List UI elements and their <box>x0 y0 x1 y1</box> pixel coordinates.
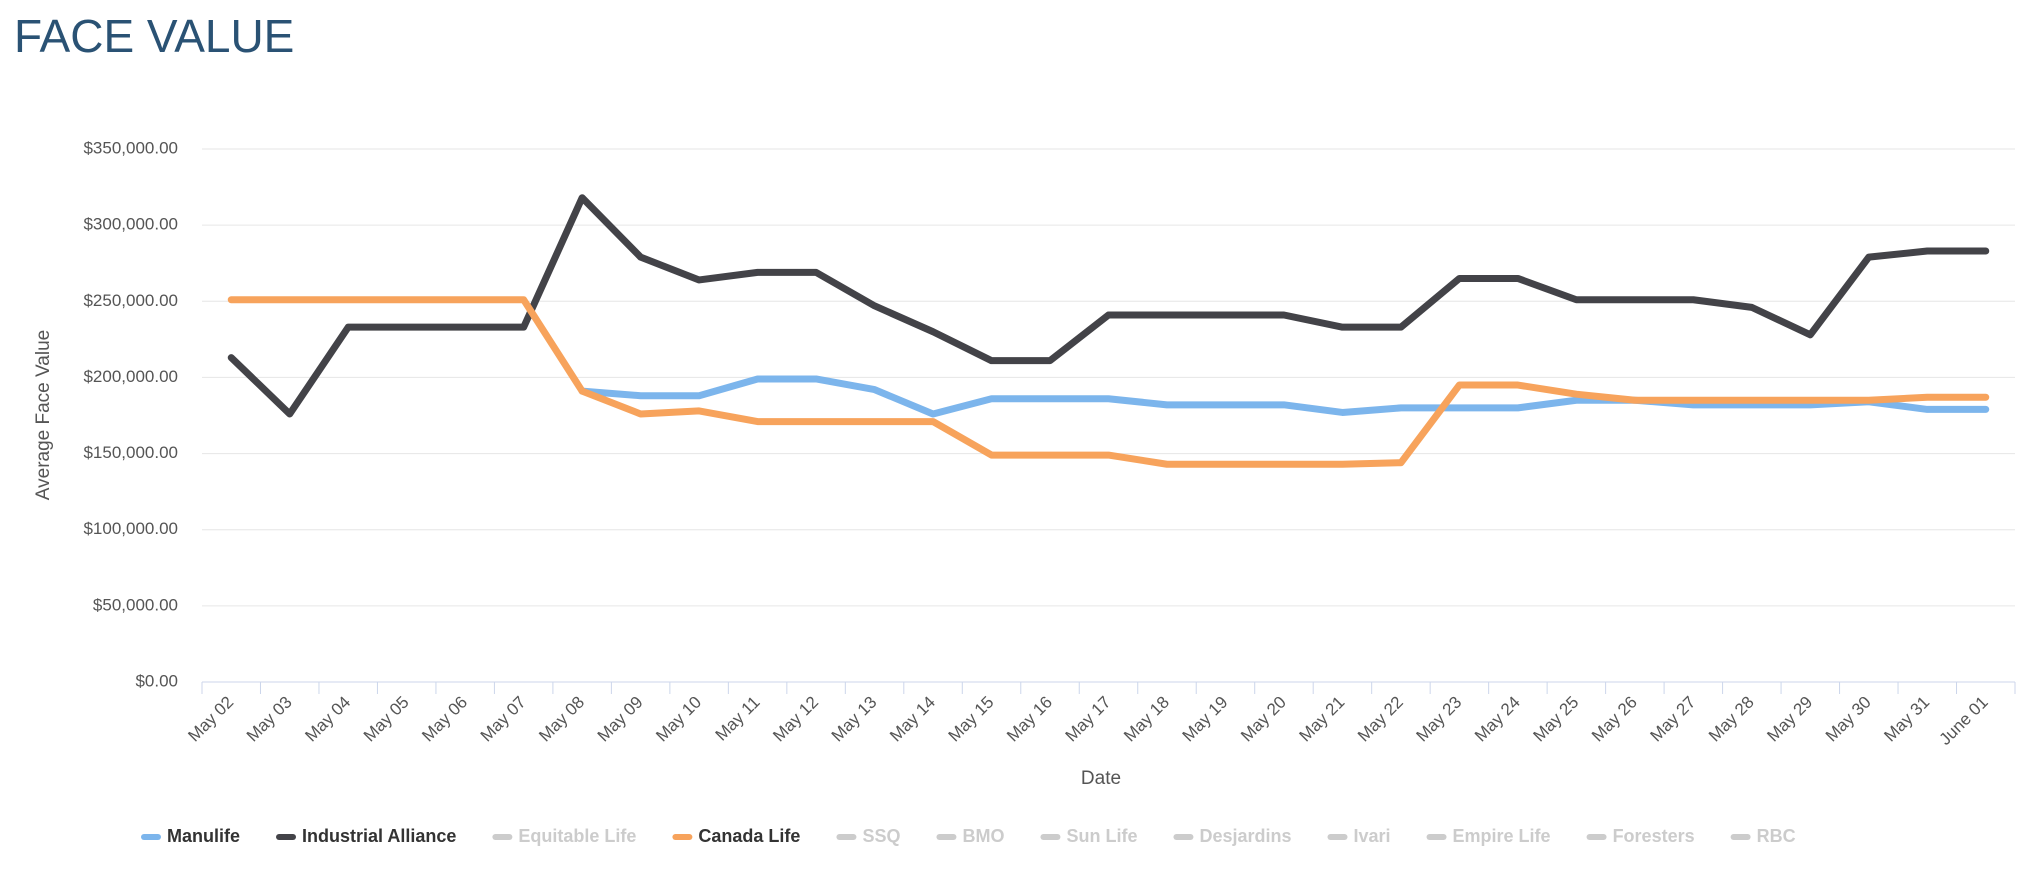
legend-swatch <box>672 834 693 840</box>
y-tick-label: $350,000.00 <box>83 138 178 157</box>
legend-swatch <box>141 834 161 840</box>
x-tick-label: May 14 <box>886 693 939 746</box>
legend-item[interactable]: BMO <box>936 826 1004 846</box>
x-axis-label: Date <box>1081 768 1121 789</box>
legend-swatch <box>1730 834 1751 840</box>
x-tick-label: May 26 <box>1588 693 1641 746</box>
x-tick-label: May 19 <box>1179 693 1232 746</box>
legend-label: Canada Life <box>698 826 800 846</box>
legend-label: Industrial Alliance <box>302 826 456 846</box>
legend-swatch <box>936 834 957 840</box>
y-tick-label: $100,000.00 <box>83 519 178 538</box>
x-tick-label: May 08 <box>535 693 588 746</box>
chart-title: FACE VALUE <box>14 10 294 62</box>
x-tick-label: May 04 <box>301 693 354 746</box>
x-tick-label: May 13 <box>828 693 881 746</box>
legend-label: Equitable Life <box>518 826 636 846</box>
legend-swatch <box>276 834 297 840</box>
legend-item[interactable]: Manulife <box>141 826 240 846</box>
legend-swatch <box>1327 834 1348 840</box>
legend-swatch <box>1040 834 1061 840</box>
legend-swatch <box>492 834 513 840</box>
legend-swatch <box>1426 834 1447 840</box>
legend-item[interactable]: Canada Life <box>672 826 800 846</box>
x-tick-label: May 20 <box>1237 693 1290 746</box>
x-tick-label: May 17 <box>1062 693 1115 746</box>
y-tick-label: $150,000.00 <box>83 443 178 462</box>
series-line <box>227 296 1990 468</box>
x-tick-label: May 18 <box>1120 693 1173 746</box>
legend-label: SSQ <box>862 826 900 846</box>
legend-label: Sun Life <box>1066 826 1137 846</box>
x-tick-label: May 09 <box>594 693 647 746</box>
series-line <box>578 375 1990 418</box>
x-tick-label: May 16 <box>1003 693 1056 746</box>
legend-item[interactable]: Desjardins <box>1173 826 1292 846</box>
x-tick-label: May 22 <box>1354 693 1407 746</box>
x-tick-label: May 07 <box>477 693 530 746</box>
legend-item[interactable]: Foresters <box>1586 826 1695 846</box>
x-tick-label: May 31 <box>1880 693 1933 746</box>
legend-label: BMO <box>962 826 1004 846</box>
legend-label: RBC <box>1757 826 1796 846</box>
legend-label: Foresters <box>1613 826 1695 846</box>
x-tick-label: May 23 <box>1413 693 1466 746</box>
y-tick-label: $50,000.00 <box>93 595 178 614</box>
legend-item[interactable]: Sun Life <box>1040 826 1137 846</box>
legend-label: Empire Life <box>1453 826 1551 846</box>
x-tick-label: May 06 <box>418 693 471 746</box>
legend-item[interactable]: RBC <box>1730 826 1796 846</box>
series-line <box>227 194 1990 418</box>
legend-swatch <box>1173 834 1194 840</box>
x-tick-label: May 27 <box>1646 693 1699 746</box>
x-tick-label: May 12 <box>769 693 822 746</box>
legend-label: Ivari <box>1354 826 1391 846</box>
x-tick-label: May 28 <box>1705 693 1758 746</box>
y-tick-label: $250,000.00 <box>83 291 178 310</box>
x-tick-label: May 24 <box>1471 693 1524 746</box>
x-tick-label: May 10 <box>652 693 705 746</box>
x-tick-label: May 29 <box>1763 693 1816 746</box>
legend-label: Desjardins <box>1199 826 1291 846</box>
x-tick-label: May 03 <box>243 693 296 746</box>
x-tick-label: May 02 <box>184 693 237 746</box>
legend-item[interactable]: Industrial Alliance <box>276 826 456 846</box>
legend-swatch <box>1586 834 1607 840</box>
legend-swatch <box>836 834 857 840</box>
legend-item[interactable]: Empire Life <box>1426 826 1551 846</box>
y-tick-label: $300,000.00 <box>83 215 178 234</box>
y-tick-label: $200,000.00 <box>83 367 178 386</box>
legend-label: Manulife <box>167 826 240 846</box>
x-tick-label: May 25 <box>1530 693 1583 746</box>
x-tick-label: May 15 <box>945 693 998 746</box>
x-tick-label: May 11 <box>712 693 764 745</box>
x-tick-label: May 21 <box>1296 693 1349 746</box>
y-tick-label: $0.00 <box>135 671 178 690</box>
legend-item[interactable]: SSQ <box>836 826 900 846</box>
x-tick-label: May 30 <box>1822 693 1875 746</box>
y-axis-label: Average Face Value <box>33 330 54 500</box>
x-tick-label: May 05 <box>360 693 413 746</box>
legend-item[interactable]: Equitable Life <box>492 826 636 846</box>
legend-item[interactable]: Ivari <box>1327 826 1391 846</box>
x-tick-label: June 01 <box>1936 693 1992 749</box>
